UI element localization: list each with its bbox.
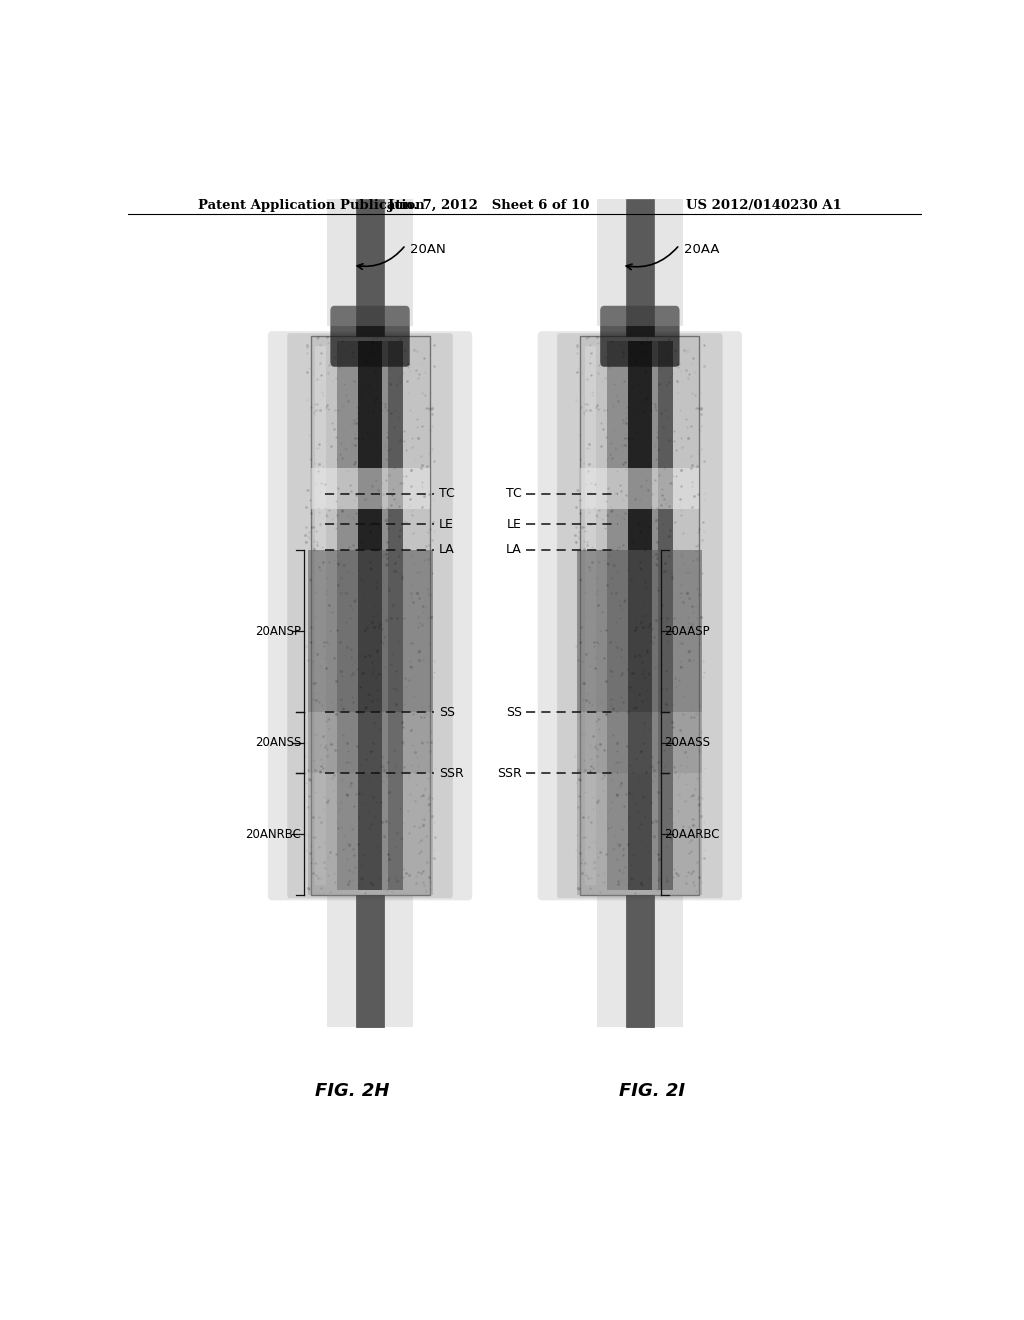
Text: US 2012/0140230 A1: US 2012/0140230 A1 [686,199,842,213]
Text: 20AARBC: 20AARBC [665,828,720,841]
Bar [337,342,402,890]
FancyBboxPatch shape [557,333,723,899]
Bar [597,199,683,326]
Bar [328,895,413,1027]
Bar [310,337,430,895]
Bar [355,895,384,1027]
Text: LE: LE [507,517,521,531]
Bar [358,342,382,890]
Bar [597,895,683,1027]
Text: 20AA: 20AA [684,243,719,256]
Bar [310,469,430,510]
Bar [307,713,432,774]
Text: Patent Application Publication: Patent Application Publication [198,199,425,213]
Bar [578,713,702,774]
FancyBboxPatch shape [288,333,453,899]
Bar [307,549,432,713]
Text: LA: LA [439,544,455,556]
FancyBboxPatch shape [331,306,410,367]
Bar [585,346,596,886]
Text: SS: SS [506,706,521,719]
Text: FIG. 2H: FIG. 2H [314,1082,389,1101]
Text: LA: LA [506,544,521,556]
Text: LE: LE [439,517,454,531]
Bar [355,199,384,337]
Text: SSR: SSR [439,767,464,780]
Text: Jun. 7, 2012   Sheet 6 of 10: Jun. 7, 2012 Sheet 6 of 10 [388,199,590,213]
Text: 20ANSP: 20ANSP [255,624,301,638]
Text: 20AASP: 20AASP [665,624,710,638]
Bar [328,199,413,326]
Text: SSR: SSR [497,767,521,780]
FancyBboxPatch shape [538,331,742,900]
Bar [578,774,702,895]
Text: 20ANRBC: 20ANRBC [245,828,301,841]
Text: 20AN: 20AN [410,243,445,256]
Text: TC: TC [439,487,455,500]
FancyBboxPatch shape [600,306,680,367]
Bar [626,199,654,337]
Bar [657,342,673,890]
Bar [388,342,402,890]
Bar [578,549,702,713]
Bar [307,774,432,895]
Text: TC: TC [506,487,521,500]
Text: 20AASS: 20AASS [665,737,711,750]
Bar [607,342,673,890]
Bar [581,337,699,895]
Bar [626,895,654,1027]
Text: FIG. 2I: FIG. 2I [618,1082,685,1101]
Text: 20ANSS: 20ANSS [255,737,301,750]
Text: SS: SS [439,706,455,719]
Bar [315,346,326,886]
Bar [581,469,699,510]
Bar [628,342,652,890]
FancyBboxPatch shape [268,331,472,900]
